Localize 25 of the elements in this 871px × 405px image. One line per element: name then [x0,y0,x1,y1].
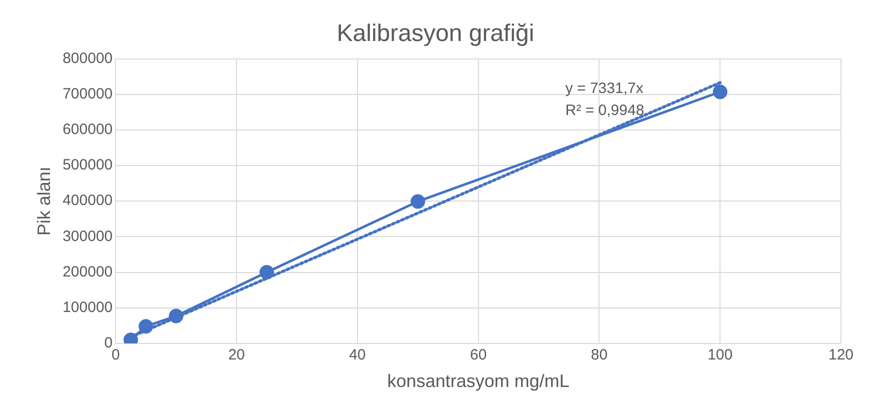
y-tick-label: 400000 [62,192,113,210]
point [410,194,426,209]
x-tick-label: 80 [590,346,608,364]
y-tick-label: 200000 [62,263,113,280]
annotation: R² = 0,9948 [565,102,644,119]
y-tick-label: 600000 [62,121,113,138]
point [168,308,184,324]
annotation: y = 7331,7x [565,80,644,97]
y-tick-label: 0 [104,334,113,352]
y-tick-label: 100000 [62,298,113,316]
x-tick-label: 40 [349,346,366,364]
y-tick-label: 300000 [62,228,113,245]
point [712,84,728,100]
point [260,265,274,280]
x-tick-label: 120 [828,346,854,364]
x-tick-label: 100 [708,346,733,364]
point [138,319,154,334]
x-tick-label: 20 [228,346,245,364]
y-axis-title: Pik alanı [34,166,54,236]
x-tick-label: 60 [470,346,487,364]
x-axis-title: konsantrasyom mg/mL [387,371,570,392]
y-tick-label: 800000 [62,50,113,67]
y-tick-label: 500000 [62,156,113,174]
y-tick-label: 700000 [62,86,113,103]
chart-title: Kalibrasyon grafiği [336,20,534,48]
